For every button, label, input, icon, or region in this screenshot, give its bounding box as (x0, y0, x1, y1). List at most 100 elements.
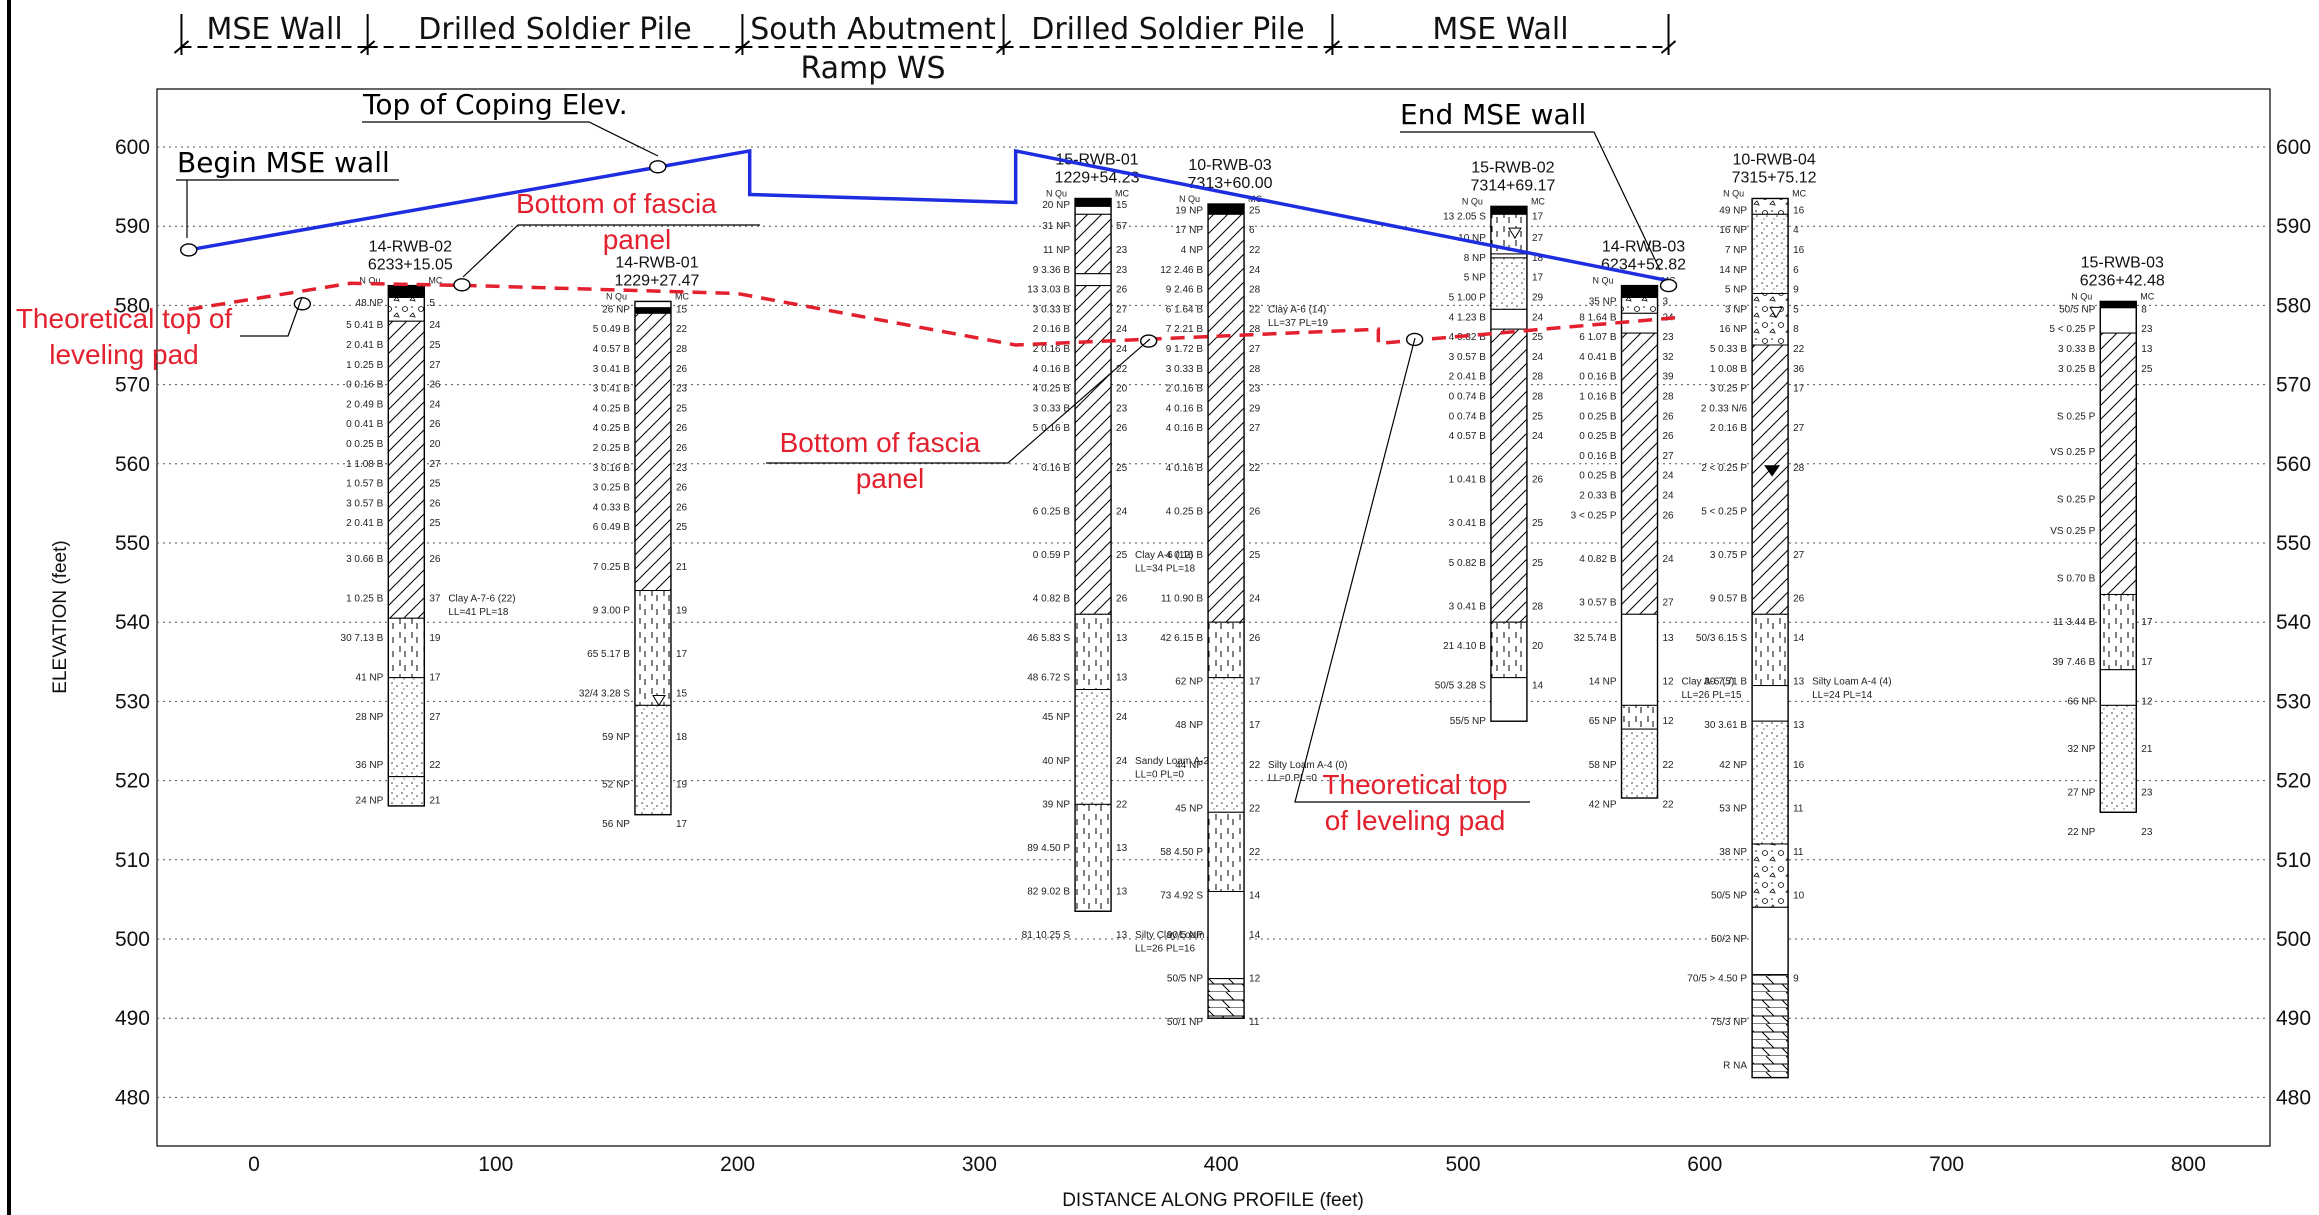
y-tick-right: 600 (2276, 136, 2311, 159)
log-entry-left: 2 0.25 B (593, 443, 631, 454)
theo-pad-label-1b: leveling pad (49, 339, 198, 370)
y-tick-right: 590 (2276, 215, 2311, 238)
boring-station: 1229+54.23 (1055, 169, 1140, 186)
log-entry-left: 4 0.33 B (593, 502, 631, 513)
log-entry-mc: 9 (1793, 285, 1799, 296)
annotations: Begin MSE wall Top of Coping Elev. Bottom … (16, 88, 1661, 836)
x-axis-title: DISTANCE ALONG PROFILE (feet) (1062, 1190, 1364, 1211)
log-entry-mc: 26 (1116, 593, 1128, 604)
boring-layer-gravel (1751, 843, 1789, 908)
log-entry-left: 81 10.25 S (1022, 930, 1071, 941)
water-level-icon (1764, 465, 1781, 477)
log-entry-left: 4 0.16 B (1033, 364, 1071, 375)
log-entry-left: 2 0.16 B (1033, 324, 1071, 335)
log-entry-mc: 26 (429, 554, 441, 565)
log-entry-left: 3 0.33 B (2058, 344, 2096, 355)
boring-layer-clay (2099, 332, 2137, 595)
x-tick: 500 (1445, 1153, 1480, 1176)
log-entry-left: 19 NP (1175, 205, 1203, 216)
log-entry-mc: 28 (1663, 391, 1675, 402)
log-entry-left: 70/5 > 4.50 P (1687, 974, 1747, 985)
boring-layer-sand (1751, 720, 1789, 845)
log-entry-left: 9 0.57 B (1710, 593, 1748, 604)
boring-layer-black (634, 307, 672, 314)
log-entry-mc: 26 (676, 443, 688, 454)
log-entry-left: 2 0.16 B (1710, 423, 1748, 434)
log-entry-left: 0 0.16 B (346, 380, 384, 391)
log-soil-note: Clay A-6 (12) (1135, 550, 1193, 561)
log-entry-left: 24 NP (356, 795, 384, 806)
log-entry-mc: 26 (1793, 593, 1805, 604)
log-entry-left: 0 0.25 B (1579, 411, 1617, 422)
log-entry-left: 5 0.41 B (346, 320, 384, 331)
log-entry-left: 11 3.44 B (2053, 617, 2095, 628)
x-tick: 400 (1204, 1153, 1239, 1176)
section-tick (734, 40, 751, 54)
log-entry-left: 17 NP (1175, 225, 1203, 236)
boring-layer-rock (1751, 974, 1789, 1079)
boring-outline (1207, 203, 1245, 1019)
log-entry-left: 9 2.46 B (1166, 285, 1204, 296)
y-tick-left: 550 (115, 532, 150, 555)
log-entry-mc: 12 (1663, 677, 1675, 688)
log-entry-left: 14 NP (1589, 677, 1617, 688)
y-tick-right: 490 (2276, 1007, 2311, 1030)
y-tick-right: 580 (2276, 294, 2311, 317)
log-entry-mc: 25 (1532, 411, 1544, 422)
log-entry-mc: 16 (1793, 760, 1805, 771)
log-entry-left: 44 NP (1175, 760, 1203, 771)
water-level-icon (1508, 227, 1522, 240)
log-entry-left: 4 0.25 B (1166, 506, 1204, 517)
log-entry-left: 20 NP (1042, 200, 1070, 211)
log-entry-mc: 24 (1249, 593, 1261, 604)
log-entry-mc: 13 (2141, 344, 2153, 355)
section-bar: MSE Wall Drilled Soldier Pile South Abutme… (173, 12, 1677, 86)
log-header-left: N Qu (2071, 291, 2092, 301)
end-mse-leader (1400, 131, 1661, 271)
log-entry-mc: 27 (1532, 233, 1544, 244)
boring-layer-clay (1074, 285, 1112, 615)
log-entry-left: 39 7.46 B (2052, 657, 2095, 668)
log-entry-left: 9 3.00 P (593, 605, 631, 616)
boring-layer-white (1751, 906, 1789, 976)
log-entry-mc: 25 (1116, 550, 1128, 561)
boring-outline (1620, 284, 1659, 799)
point-marker (453, 278, 471, 292)
log-entry-left: 65 5.17 B (587, 649, 630, 660)
point-marker (649, 160, 667, 174)
log-entry-mc: 17 (2141, 657, 2153, 668)
log-entry-mc: 17 (676, 819, 688, 830)
log-entry-left: 12 2.46 B (1160, 265, 1203, 276)
log-entry-mc: 26 (1249, 506, 1261, 517)
log-header-left: N Qu (606, 291, 627, 301)
log-entry-mc: 17 (429, 673, 441, 684)
log-entry-mc: 17 (1532, 273, 1544, 284)
boring-layer-white (1074, 205, 1112, 215)
boring-layer-gravel (1751, 293, 1789, 346)
log-entry-mc: 22 (1663, 799, 1675, 810)
log-entry-left: 32 5.74 B (1574, 633, 1617, 644)
log-entry-left: 73 4.92 S (1160, 890, 1203, 901)
boring-layer-black (1490, 205, 1528, 215)
log-entry-mc: 19 (676, 605, 688, 616)
log-entry-mc: 22 (1249, 463, 1261, 474)
log-entry-mc: 26 (1663, 411, 1675, 422)
log-entry-left: 21 4.10 B (1443, 641, 1486, 652)
boring-station: 7315+75.12 (1732, 169, 1817, 186)
begin-mse-label: Begin MSE wall (177, 146, 390, 179)
log-entry-mc: 25 (1532, 558, 1544, 569)
log-entry-mc: 9 (1793, 974, 1799, 985)
log-entry-left: 4 0.57 B (593, 344, 631, 355)
log-entry-left: 26 NP (602, 304, 630, 315)
log-entry-mc: 16 (1793, 245, 1805, 256)
log-entry-mc: 24 (1663, 490, 1675, 501)
log-soil-note: LL=34 PL=18 (1135, 563, 1195, 574)
boring-layer-white (1621, 613, 1659, 706)
log-entry-left: 45 NP (1042, 712, 1070, 723)
log-entry-mc: 23 (1116, 265, 1128, 276)
log-entry-mc: 6 (1249, 225, 1255, 236)
end-mse-label: End MSE wall (1400, 98, 1586, 131)
